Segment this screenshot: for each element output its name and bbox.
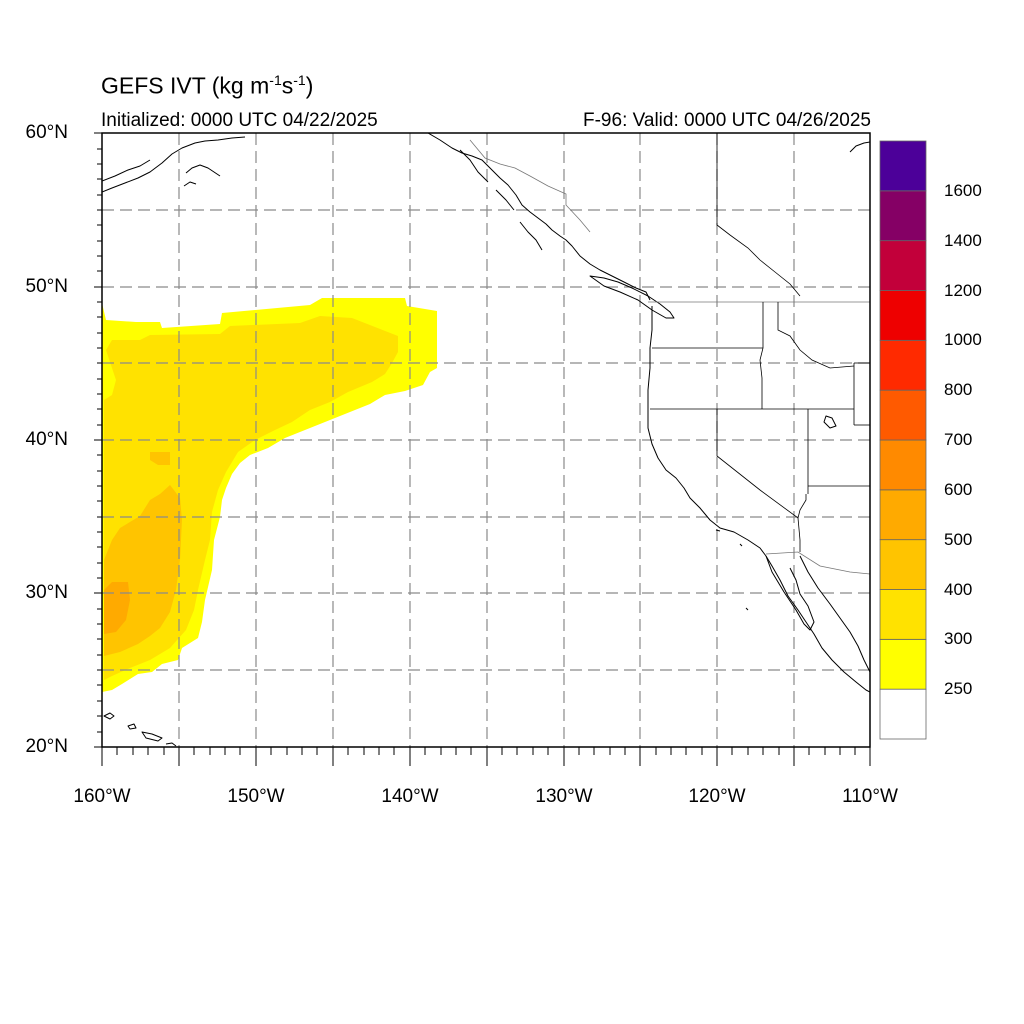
- ca-nv-border: [716, 409, 807, 519]
- alaska-islands: [459, 149, 543, 251]
- colorbar-swatch: [879, 140, 927, 192]
- alaska-coast: [102, 136, 246, 193]
- id-west-border: [759, 302, 764, 409]
- colorbar-swatch: [879, 638, 927, 690]
- us-west-coast: [647, 306, 870, 693]
- canada-border-west: [716, 133, 801, 297]
- colorbar-label: 600: [944, 479, 973, 499]
- colorbar-label: 1400: [944, 230, 982, 250]
- colorbar: [879, 140, 927, 740]
- colorbar-label: 300: [944, 629, 973, 649]
- lat-label-60n: 60°N: [25, 122, 68, 143]
- ivt-400-streak: [150, 452, 170, 465]
- coastlines: [102, 133, 870, 747]
- colorbar-swatch: [879, 240, 927, 291]
- lon-label-150w: 150°W: [227, 786, 285, 807]
- alaska-canada-border: [469, 139, 591, 233]
- ivt-shading: [102, 298, 437, 692]
- baja-california: [765, 555, 815, 631]
- us-mexico-border: [765, 551, 870, 575]
- colorbar-swatch: [879, 489, 927, 541]
- lat-label-50n: 50°N: [25, 276, 68, 297]
- ivt-500-region: [104, 582, 130, 634]
- axis-ticks: [94, 132, 871, 766]
- lon-label-160w: 160°W: [73, 786, 131, 807]
- mexico-coast: [799, 555, 870, 673]
- colorbar-label: 500: [944, 529, 973, 549]
- id-mt-border: [777, 302, 855, 369]
- colorbar-label: 1000: [944, 330, 982, 350]
- lon-label-110w: 110°W: [842, 786, 898, 807]
- colorbar-label: 1200: [944, 280, 982, 300]
- ivt-300-region: [104, 316, 398, 680]
- initialized-time: Initialized: 0000 UTC 04/22/2025: [101, 110, 378, 131]
- map-gridlines: [102, 133, 870, 747]
- colorbar-swatch: [879, 190, 927, 242]
- valid-time: F-96: Valid: 0000 UTC 04/26/2025: [583, 110, 871, 131]
- vancouver-island: [589, 275, 675, 319]
- colorbar-swatch: [879, 539, 927, 590]
- ca-az-border: [797, 517, 801, 552]
- colorbar-label: 250: [944, 679, 973, 699]
- colorbar-label: 700: [944, 430, 973, 449]
- hawaii: [103, 712, 177, 747]
- colorbar-swatch: [879, 339, 927, 391]
- lon-label-120w: 120°W: [688, 786, 746, 807]
- colorbar-label: 1600: [944, 180, 982, 200]
- colorbar-swatch: [879, 290, 927, 341]
- lon-label-140w: 140°W: [381, 786, 439, 807]
- colorbar-swatch: [879, 439, 927, 491]
- hudson-coast: [849, 141, 870, 153]
- political-boundaries: [469, 133, 870, 575]
- colorbar-swatch: [879, 688, 927, 740]
- map-title: GEFS IVT (kg m-1s-1): [101, 72, 314, 99]
- colorbar-label: 400: [944, 579, 973, 599]
- islands: [715, 415, 837, 611]
- colorbar-swatch: [879, 389, 927, 441]
- bc-coast: [427, 133, 651, 301]
- lat-label-30n: 30°N: [25, 582, 68, 603]
- colorbar-swatch: [879, 589, 927, 640]
- colorbar-label: 800: [944, 380, 973, 400]
- lat-label-20n: 20°N: [25, 736, 68, 757]
- lon-label-130w: 130°W: [535, 786, 593, 807]
- lat-label-40n: 40°N: [25, 429, 68, 450]
